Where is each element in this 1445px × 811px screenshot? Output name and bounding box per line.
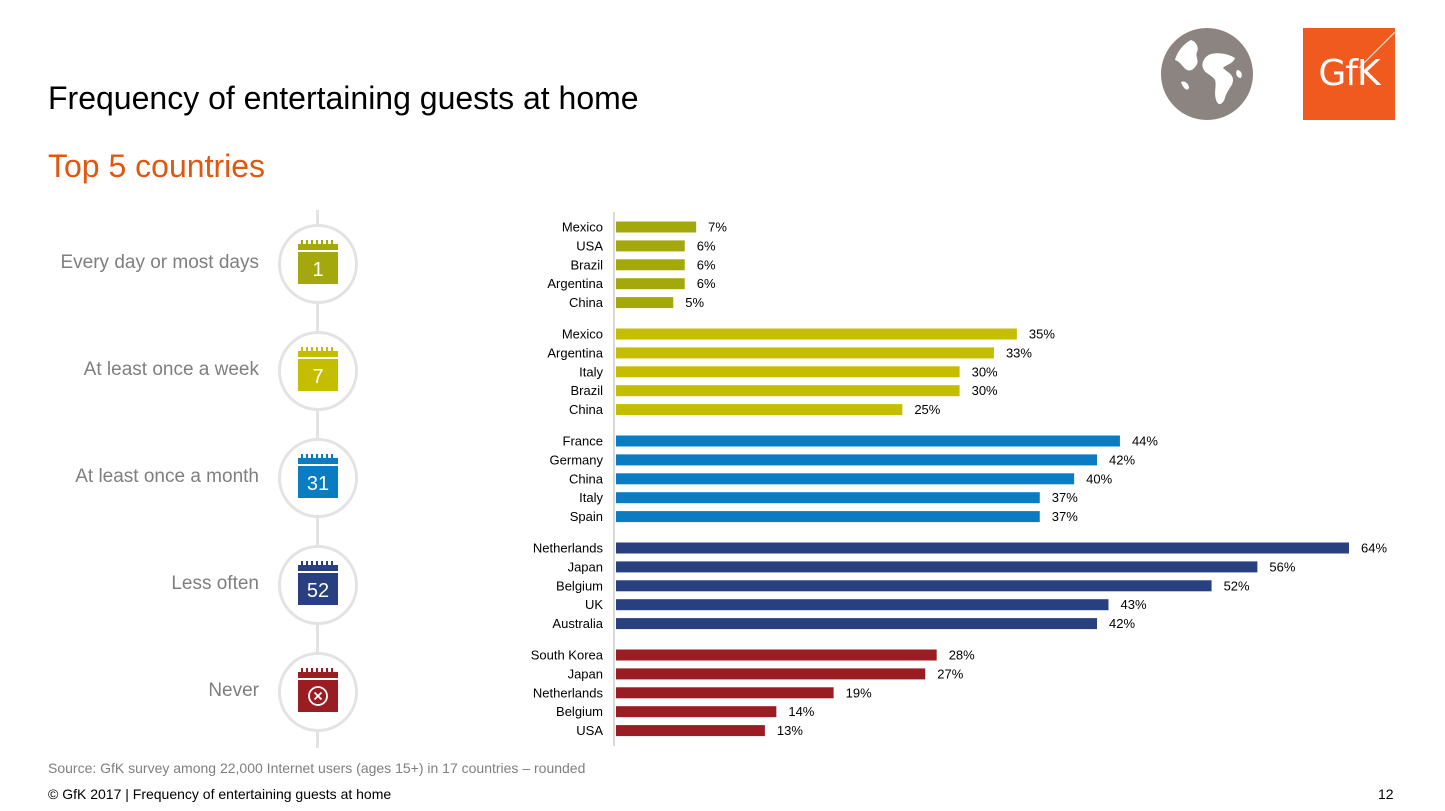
value-label: 52% (1224, 578, 1250, 593)
page-number: 12 (1378, 786, 1394, 802)
bar (616, 511, 1040, 523)
value-label: 6% (697, 257, 716, 272)
value-label: 37% (1052, 509, 1078, 524)
calendar-icon: 52 (278, 545, 358, 625)
country-label: Japan (568, 559, 603, 574)
value-label: 25% (914, 402, 940, 417)
country-label: Netherlands (533, 541, 604, 556)
calendar-icon: 7 (278, 331, 358, 411)
country-label: Spain (570, 509, 603, 524)
value-label: 40% (1086, 471, 1112, 486)
country-label: Netherlands (533, 685, 604, 700)
country-label: South Korea (531, 648, 604, 663)
value-label: 64% (1361, 541, 1387, 556)
value-label: 6% (697, 276, 716, 291)
bar (616, 725, 765, 737)
value-label: 44% (1132, 434, 1158, 449)
country-label: UK (585, 597, 603, 612)
value-label: 13% (777, 723, 803, 738)
value-label: 7% (708, 220, 727, 235)
value-label: 33% (1006, 345, 1032, 360)
page-subtitle: Top 5 countries (48, 148, 266, 184)
category-label: At least once a week (83, 359, 259, 380)
country-label: Italy (579, 490, 603, 505)
bar (616, 328, 1017, 340)
value-label: 19% (846, 685, 872, 700)
bar (616, 473, 1075, 485)
gfk-logo: GfK (1303, 28, 1395, 120)
bar (616, 492, 1040, 504)
globe-icon (1161, 28, 1253, 120)
bar (616, 706, 777, 718)
page-title: Frequency of entertaining guests at home (48, 80, 639, 116)
value-label: 30% (972, 364, 998, 379)
category-label: At least once a month (75, 466, 259, 487)
country-label: China (569, 471, 604, 486)
bar (616, 385, 960, 397)
value-label: 56% (1269, 559, 1295, 574)
svg-text:1: 1 (312, 259, 323, 281)
value-label: 6% (697, 238, 716, 253)
value-label: 5% (685, 295, 704, 310)
country-label: China (569, 295, 604, 310)
svg-text:31: 31 (307, 473, 329, 495)
value-label: 35% (1029, 327, 1055, 342)
country-label: Belgium (556, 578, 603, 593)
bar (616, 259, 685, 271)
value-label: 27% (937, 666, 963, 681)
value-label: 14% (788, 704, 814, 719)
country-label: Belgium (556, 704, 603, 719)
bar (616, 542, 1349, 554)
calendar-icon: 1 (278, 224, 358, 304)
country-label: Australia (552, 616, 603, 631)
country-label: China (569, 402, 604, 417)
bar (616, 668, 926, 680)
country-label: Brazil (570, 383, 603, 398)
category-label: Less often (171, 573, 259, 594)
bar (616, 366, 960, 378)
country-label: Brazil (570, 257, 603, 272)
calendar-icon (278, 652, 358, 732)
source-note: Source: GfK survey among 22,000 Internet… (48, 760, 586, 776)
copyright-footer: © GfK 2017 | Frequency of entertaining g… (48, 786, 392, 802)
svg-text:7: 7 (312, 366, 323, 388)
bar (616, 221, 697, 233)
bar (616, 580, 1212, 592)
bar (616, 687, 834, 699)
bar (616, 278, 685, 290)
bar (616, 297, 674, 309)
value-label: 42% (1109, 616, 1135, 631)
bar (616, 618, 1098, 630)
category-label: Never (208, 680, 259, 701)
gfk-logo-text: GfK (1318, 53, 1380, 94)
country-label: France (563, 434, 603, 449)
bar (616, 347, 994, 359)
country-label: Italy (579, 364, 603, 379)
value-label: 30% (972, 383, 998, 398)
value-label: 43% (1120, 597, 1146, 612)
country-label: USA (576, 238, 603, 253)
bar (616, 599, 1109, 611)
bar (616, 561, 1258, 573)
value-label: 42% (1109, 452, 1135, 467)
bar (616, 240, 685, 252)
value-label: 37% (1052, 490, 1078, 505)
svg-text:52: 52 (307, 580, 329, 602)
country-label: Argentina (547, 276, 603, 291)
country-label: Argentina (547, 345, 603, 360)
category-label: Every day or most days (60, 252, 259, 273)
bar (616, 435, 1120, 447)
bar (616, 649, 937, 661)
country-label: USA (576, 723, 603, 738)
value-label: 28% (949, 648, 975, 663)
bar (616, 454, 1098, 466)
country-label: Mexico (562, 327, 603, 342)
country-label: Japan (568, 666, 603, 681)
country-label: Germany (550, 452, 604, 467)
calendar-icon: 31 (278, 438, 358, 518)
country-label: Mexico (562, 220, 603, 235)
bar (616, 404, 903, 416)
